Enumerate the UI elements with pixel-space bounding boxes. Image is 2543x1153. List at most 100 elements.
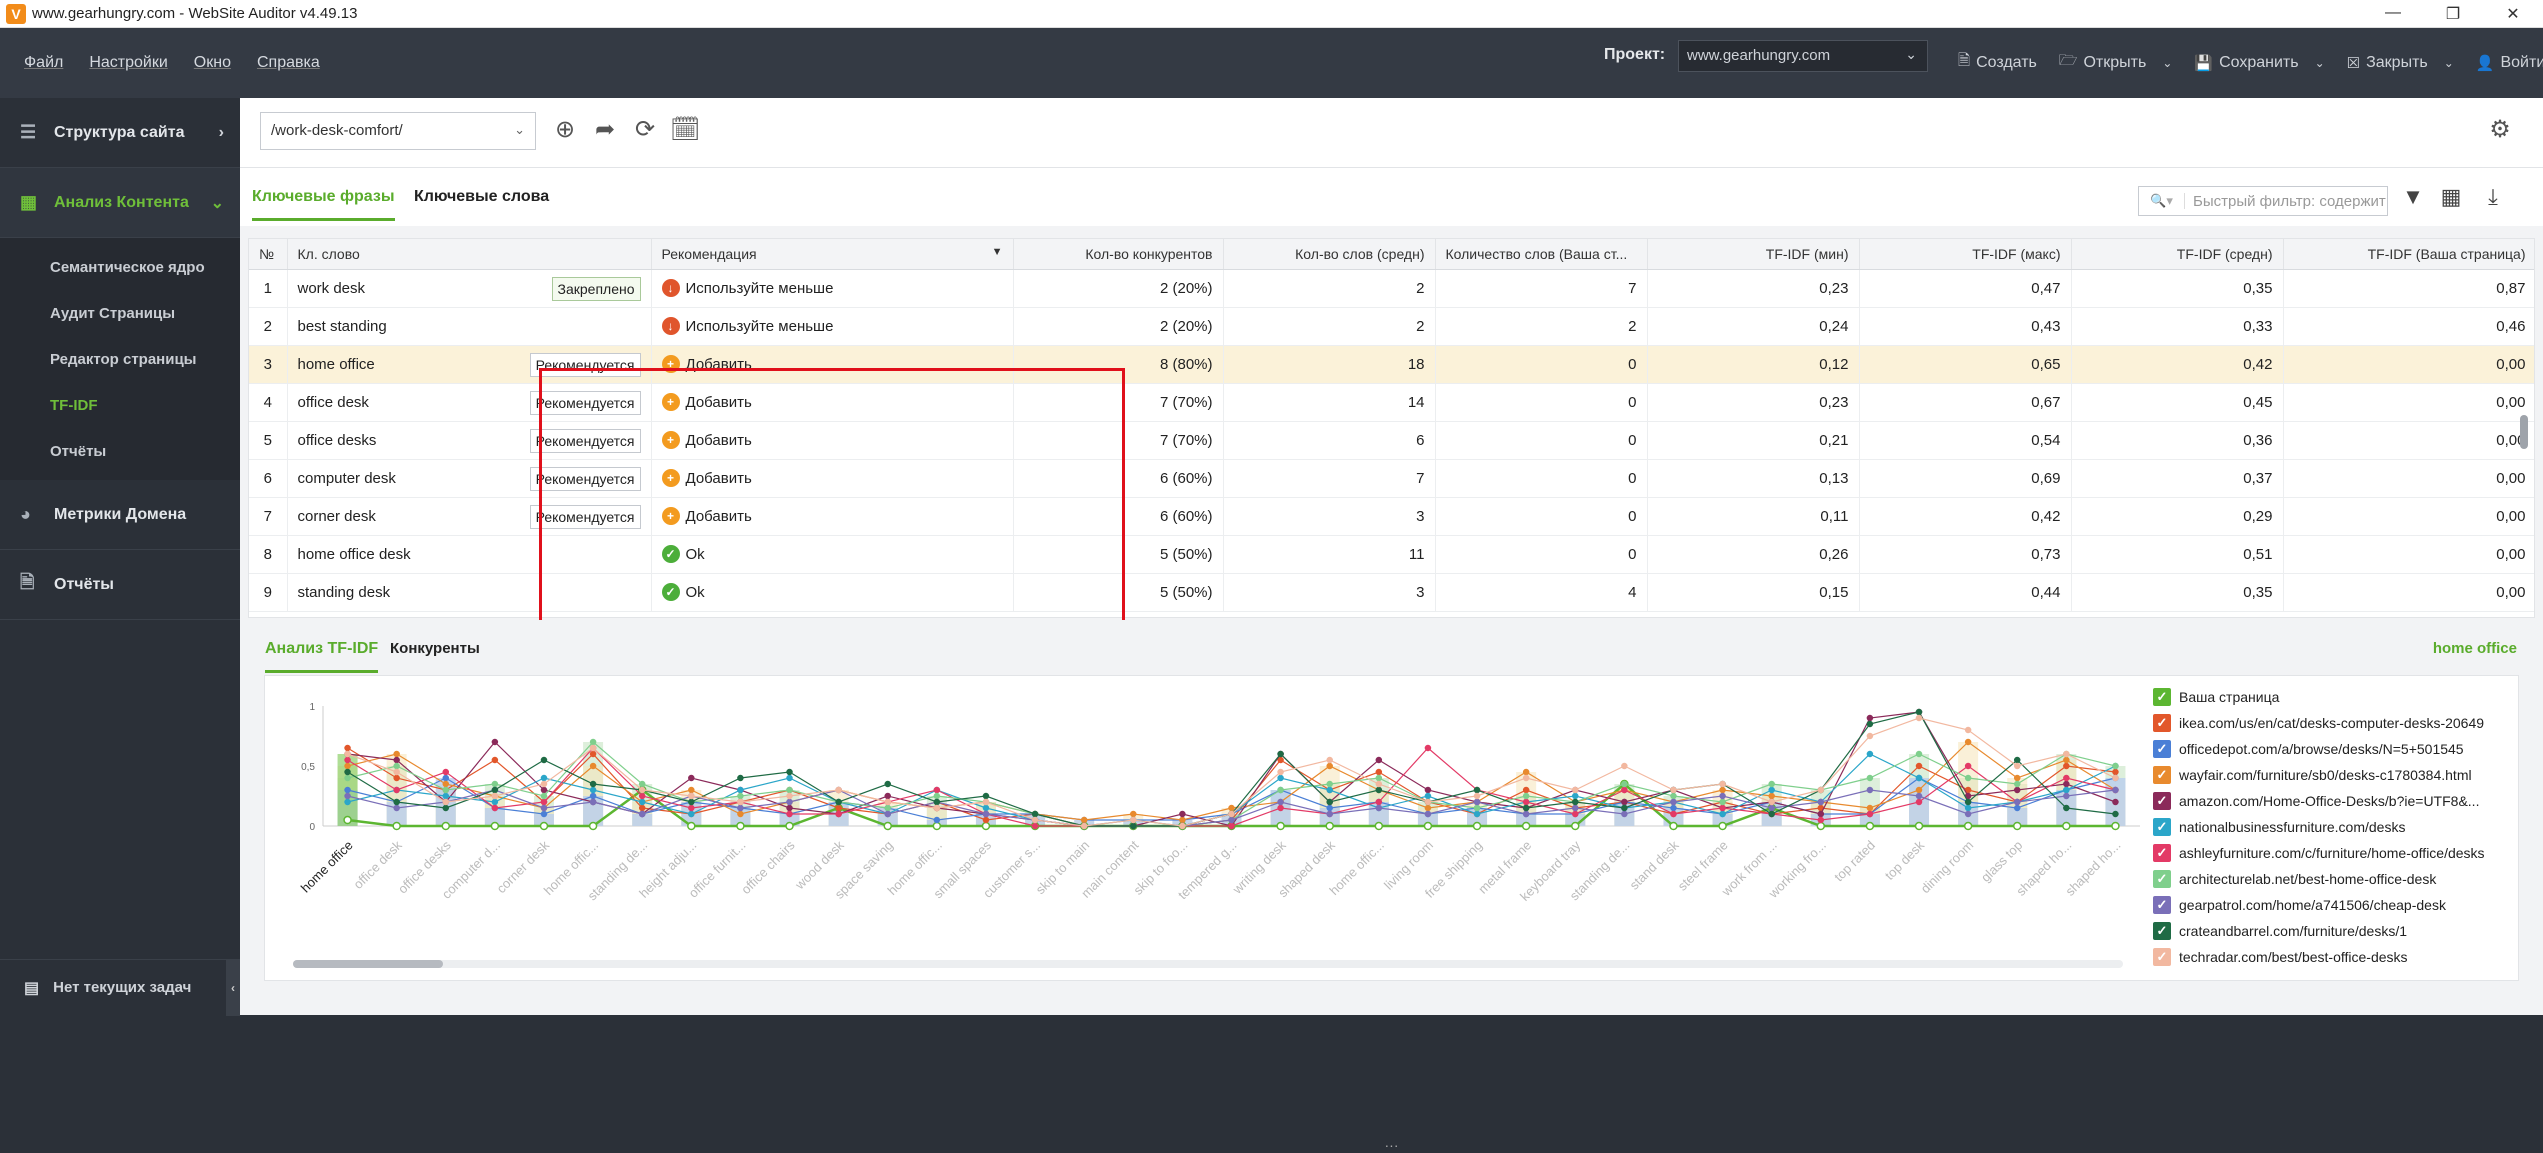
checkbox-checked-icon[interactable]: ✓	[2153, 792, 2171, 810]
legend-item[interactable]: ✓ wayfair.com/furniture/sb0/desks-c178038…	[2153, 762, 2513, 788]
data-point	[1228, 822, 1235, 830]
table-row[interactable]: 5 office desks Рекомендуется + Добавить 7 (70…	[249, 421, 2534, 460]
table-row[interactable]: 6 computer desk Рекомендуется + Добавить 6 (6…	[249, 459, 2534, 498]
data-point	[884, 810, 891, 818]
download-icon[interactable]: ⤓	[2488, 184, 2498, 209]
menu-help[interactable]: Справка	[256, 54, 320, 71]
checkbox-checked-icon[interactable]: ✓	[2153, 818, 2171, 836]
tab-competitors[interactable]: Конкуренты	[390, 640, 480, 657]
data-point	[1915, 750, 1923, 758]
table-row[interactable]: 9 standing desk ✓ Ok 5 (50%) 3 4 0,15 0,44 0,35 0,…	[249, 573, 2534, 612]
checkbox-checked-icon[interactable]: ✓	[2153, 870, 2171, 888]
legend-item[interactable]: ✓ Ваша страница	[2153, 684, 2513, 710]
legend-item[interactable]: ✓ amazon.com/Home-Office-Desks/b?ie=UTF8&…	[2153, 788, 2513, 814]
sidebar-item-reports[interactable]: 🗎 Отчёты	[0, 550, 240, 620]
col-competitors[interactable]: Кол-во конкурентов	[1013, 239, 1224, 270]
save-button[interactable]: 💾 Сохранить ⌄	[2194, 54, 2324, 72]
chart-scroll-thumb[interactable]	[293, 960, 443, 968]
share-icon[interactable]: ➦	[594, 116, 616, 143]
sidebar-item-page-editor[interactable]: Редактор страницы	[50, 350, 197, 368]
legend-item[interactable]: ✓ techradar.com/best/best-office-desks	[2153, 944, 2513, 970]
open-button[interactable]: 🗁 Открыть ⌄	[2059, 50, 2173, 75]
sidebar-item-semantic-core[interactable]: Семантическое ядро	[50, 258, 205, 276]
table-row[interactable]: 2 best standing ↓ Используйте меньше 2 (20%)…	[249, 307, 2534, 346]
checkbox-checked-icon[interactable]: ✓	[2153, 844, 2171, 862]
tab-tfidf-analysis[interactable]: Анализ TF-IDF	[265, 640, 379, 673]
keyword-status-tag[interactable]: Рекомендуется	[529, 466, 641, 491]
checkbox-checked-icon[interactable]: ✓	[2153, 714, 2171, 732]
columns-icon[interactable]: ▦	[2440, 184, 2462, 209]
sidebar-item-site-structure[interactable]: ☰ Структура сайта ›	[0, 98, 240, 168]
menu-file[interactable]: Файл	[24, 54, 64, 71]
collapse-sidebar-icon[interactable]: ‹	[226, 960, 240, 1016]
tfidf-avg-cell: 0,35	[2071, 269, 2284, 308]
title-bar: V www.gearhungry.com - WebSite Auditor v…	[0, 0, 2543, 28]
legend-item[interactable]: ✓ crateandbarrel.com/furniture/desks/1	[2153, 918, 2513, 944]
checkbox-checked-icon[interactable]: ✓	[2153, 766, 2171, 784]
row-number: 4	[249, 383, 288, 422]
sidebar-item-content-reports[interactable]: Отчёты	[50, 442, 107, 460]
plus-icon: +	[661, 469, 680, 487]
col-avg-words[interactable]: Кол-во слов (средн)	[1223, 239, 1436, 270]
menu-settings[interactable]: Настройки	[89, 54, 168, 71]
tab-key-phrases[interactable]: Ключевые фразы	[252, 188, 395, 221]
panel-splitter[interactable]: ···	[1384, 1137, 1399, 1153]
legend-item[interactable]: ✓ ashleyfurniture.com/c/furniture/home-of…	[2153, 840, 2513, 866]
chevron-down-icon[interactable]: ⌄	[2162, 55, 2173, 70]
close-project-button[interactable]: ☒ Закрыть ⌄	[2347, 54, 2454, 72]
keyword-status-tag[interactable]: Рекомендуется	[529, 390, 641, 415]
create-button[interactable]: 🗎 Создать	[1958, 50, 2037, 75]
keyword-status-tag[interactable]: Рекомендуется	[529, 428, 641, 453]
col-tfidf-page[interactable]: TF-IDF (Ваша страница)	[2283, 239, 2534, 270]
table-row[interactable]: 3 home office Рекомендуется + Добавить 8 (80%…	[249, 345, 2534, 384]
col-tfidf-min[interactable]: TF-IDF (мин)	[1647, 239, 1860, 270]
legend-item[interactable]: ✓ architecturelab.net/best-home-office-de…	[2153, 866, 2513, 892]
checkbox-checked-icon[interactable]: ✓	[2153, 740, 2171, 758]
col-number[interactable]: №	[249, 239, 288, 270]
col-recommendation[interactable]: Рекомендация ▼	[651, 239, 1014, 270]
table-row[interactable]: 1 work desk Закреплено ↓ Используйте меньше 2…	[249, 269, 2534, 308]
refresh-icon[interactable]: ⟳	[634, 116, 656, 143]
quick-filter-input[interactable]: 🔍▾ Быстрый фильтр: содержит	[2138, 186, 2388, 216]
schedule-icon[interactable]: 🗓	[670, 116, 701, 143]
legend-item[interactable]: ✓ ikea.com/us/en/cat/desks-computer-desks…	[2153, 710, 2513, 736]
project-select[interactable]: www.gearhungry.com ⌄	[1678, 40, 1928, 72]
checkbox-checked-icon[interactable]: ✓	[2153, 896, 2171, 914]
add-icon[interactable]: ⊕	[554, 116, 576, 143]
legend-item[interactable]: ✓ officedepot.com/a/browse/desks/N=5+5015…	[2153, 736, 2513, 762]
keyword-status-tag[interactable]: Рекомендуется	[529, 352, 641, 377]
close-window-icon[interactable]: ✕	[2506, 5, 2520, 23]
menu-window[interactable]: Окно	[193, 54, 231, 71]
table-row[interactable]: 8 home office desk ✓ Ok 5 (50%) 11 0 0,26 0,73 0,…	[249, 535, 2534, 574]
sidebar-item-content-analysis[interactable]: ▦ Анализ Контента ⌄	[0, 168, 240, 238]
sidebar-item-page-audit[interactable]: Аудит Страницы	[50, 304, 176, 322]
checkbox-checked-icon[interactable]: ✓	[2153, 688, 2171, 706]
restore-icon[interactable]: ❐	[2445, 5, 2461, 23]
col-your-words[interactable]: Количество слов (Ваша ст...	[1435, 239, 1648, 270]
keyword-status-tag[interactable]: Закреплено	[551, 276, 641, 301]
checkbox-checked-icon[interactable]: ✓	[2153, 948, 2171, 966]
legend-item[interactable]: ✓ nationalbusinessfurniture.com/desks	[2153, 814, 2513, 840]
table-row[interactable]: 7 corner desk Рекомендуется + Добавить 6 (60%…	[249, 497, 2534, 536]
sidebar-item-tfidf[interactable]: TF-IDF	[50, 396, 98, 414]
chevron-down-icon[interactable]: ⌄	[2314, 55, 2325, 70]
col-tfidf-avg[interactable]: TF-IDF (средн)	[2071, 239, 2284, 270]
chevron-down-icon[interactable]: ⌄	[2443, 55, 2454, 70]
minimize-icon[interactable]: —	[2385, 3, 2401, 21]
tab-keywords[interactable]: Ключевые слова	[414, 188, 550, 205]
legend-item[interactable]: ✓ gearpatrol.com/home/a741506/cheap-desk	[2153, 892, 2513, 918]
login-button[interactable]: 👤 Войти	[2476, 54, 2543, 72]
url-select[interactable]: /work-desk-comfort/ ⌄	[260, 112, 536, 150]
sidebar-label: Метрики Домена	[54, 505, 187, 523]
filter-icon[interactable]: ▼	[2402, 184, 2424, 209]
col-tfidf-max[interactable]: TF-IDF (макс)	[1859, 239, 2072, 270]
keyword-status-tag[interactable]: Рекомендуется	[529, 504, 641, 529]
chart-scrollbar[interactable]	[293, 960, 2123, 968]
table-row[interactable]: 4 office desk Рекомендуется + Добавить 7 (70%…	[249, 383, 2534, 422]
table-scrollbar[interactable]	[2520, 415, 2528, 449]
col-keyword[interactable]: Кл. слово	[287, 239, 652, 270]
data-point	[540, 774, 548, 782]
gear-icon[interactable]: ⚙	[2489, 116, 2511, 143]
checkbox-checked-icon[interactable]: ✓	[2153, 922, 2171, 940]
sidebar-item-domain-metrics[interactable]: ◕ Метрики Домена	[0, 480, 240, 550]
